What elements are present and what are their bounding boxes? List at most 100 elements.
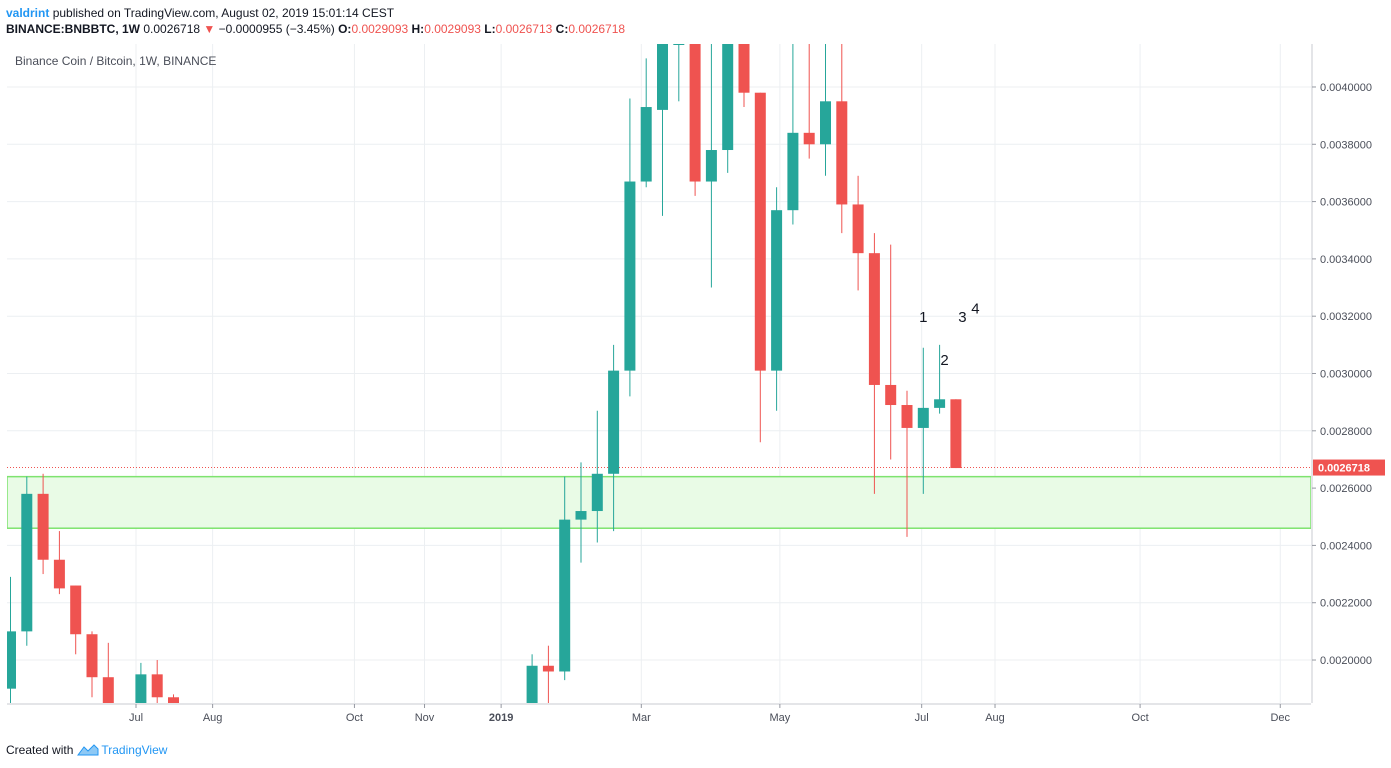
candle-body — [608, 370, 620, 474]
candle-up — [820, 44, 831, 176]
candle-down — [950, 399, 962, 469]
candle-up — [559, 476, 571, 681]
price-axis-label: 0.0020000 — [1320, 655, 1372, 667]
chart-title: Binance Coin / Bitcoin, 1W, BINANCE — [15, 54, 217, 68]
price-axis-label: 0.0036000 — [1320, 197, 1372, 209]
candle-body — [70, 585, 82, 635]
candle-body — [37, 493, 49, 560]
price-axis-label: 0.0024000 — [1320, 540, 1372, 552]
high-label: H: — [411, 22, 425, 36]
created-with-text: Created with — [6, 743, 74, 757]
ohlc-line: BINANCE:BNBBTC, 1W 0.0026718 ▼ −0.000095… — [6, 21, 625, 37]
candle-down — [836, 44, 848, 234]
candle-up — [705, 44, 717, 288]
candle-down — [70, 585, 82, 655]
candle-down — [86, 631, 98, 698]
price-chart[interactable]: 1 2 34 0.0020000 0.0022000 0.0024000 0.0026000… — [0, 0, 1391, 740]
candle-body — [559, 519, 571, 672]
time-axis-label: Jul — [915, 712, 929, 724]
candle-up — [526, 654, 538, 703]
candle-body — [7, 631, 16, 689]
wave-label: 2 — [940, 352, 948, 369]
candle-up — [934, 344, 946, 414]
candle-body — [836, 101, 848, 205]
candle-down — [689, 44, 701, 196]
time-axis-label: May — [769, 712, 790, 724]
plot-area: 1 2 34 — [7, 44, 1311, 703]
low-value: 0.0026713 — [495, 22, 553, 36]
candle-body — [657, 44, 668, 110]
time-axis-label: Jul — [129, 712, 143, 724]
time-axis-label: Dec — [1270, 712, 1290, 724]
candle-body — [885, 384, 897, 406]
candle-down — [542, 645, 554, 703]
candle-body — [934, 399, 946, 408]
candle-body — [640, 107, 652, 182]
candle-down — [37, 473, 49, 575]
candle-down — [53, 531, 65, 595]
candle-body — [168, 697, 179, 703]
open-label: O: — [338, 22, 352, 36]
candle-body — [86, 634, 98, 678]
candle-body — [771, 210, 783, 371]
candle-body — [53, 559, 65, 589]
candle-down — [754, 92, 766, 443]
candle-up — [591, 410, 603, 543]
time-axis-label: 2019 — [489, 712, 513, 724]
candle-body — [624, 181, 636, 371]
published-text: published on TradingView.com, August 02,… — [52, 6, 395, 20]
candle-body — [787, 132, 799, 211]
candle-down — [738, 44, 750, 108]
time-axis-label: Nov — [415, 712, 435, 724]
candle-up — [917, 347, 929, 494]
current-price-label: 0.0026718 — [1318, 463, 1370, 475]
time-axis-label: Oct — [346, 712, 363, 724]
candle-up — [624, 98, 636, 397]
down-arrow-icon: ▼ — [203, 22, 216, 36]
chart-header: valdrint published on TradingView.com, A… — [6, 5, 625, 37]
tradingview-logo-icon[interactable] — [77, 743, 99, 757]
candle-up — [640, 58, 652, 188]
candle-body — [689, 44, 701, 182]
candle-body — [151, 674, 163, 698]
candle-body — [575, 511, 587, 520]
candle-body — [102, 677, 114, 703]
close-label: C: — [555, 22, 569, 36]
current-price-badge — [1313, 459, 1385, 476]
time-axis-label: Mar — [632, 712, 651, 724]
close-value: 0.0026718 — [568, 22, 626, 36]
candle-down — [885, 244, 897, 460]
candle-up — [722, 44, 734, 173]
low-label: L: — [484, 22, 496, 36]
candle-body — [820, 101, 831, 145]
candle-up — [7, 576, 16, 703]
candle-body — [21, 493, 33, 632]
time-axis-label: Oct — [1132, 712, 1149, 724]
price-axis-label: 0.0034000 — [1320, 254, 1372, 266]
candle-down — [151, 660, 163, 703]
candle-up — [673, 44, 685, 102]
candle-up — [575, 462, 587, 563]
time-axis-label: Aug — [203, 712, 223, 724]
footer: Created with TradingView — [6, 743, 167, 757]
candle-body — [526, 665, 538, 703]
open-value: 0.0029093 — [351, 22, 409, 36]
price-change: −0.0000955 (−3.45%) — [218, 22, 335, 36]
candle-body — [542, 665, 554, 672]
candle-body — [901, 405, 913, 428]
candle-body — [868, 253, 880, 385]
tradingview-brand[interactable]: TradingView — [101, 743, 168, 757]
candle-down — [868, 233, 880, 494]
symbol-label: BINANCE:BNBBTC, 1W — [6, 22, 140, 36]
wave-label: 4 — [971, 300, 979, 317]
high-value: 0.0029093 — [424, 22, 481, 36]
author-name[interactable]: valdrint — [6, 6, 50, 20]
candle-body — [722, 44, 734, 151]
price-axis-label: 0.0038000 — [1320, 139, 1372, 151]
wave-label: 1 — [919, 309, 927, 326]
candle-body — [705, 150, 717, 182]
candle-body — [917, 407, 929, 428]
candle-body — [591, 473, 603, 512]
candle-up — [135, 662, 147, 703]
candle-body — [738, 44, 750, 93]
